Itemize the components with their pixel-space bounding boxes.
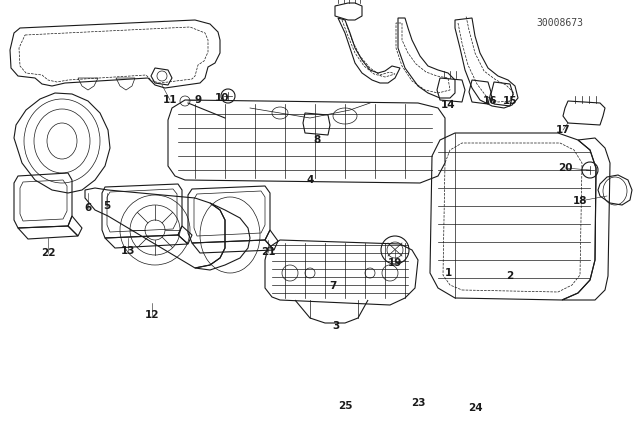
Text: 21: 21	[260, 247, 275, 257]
Text: 23: 23	[411, 398, 425, 408]
Text: 12: 12	[145, 310, 159, 320]
Text: 13: 13	[121, 246, 135, 256]
Text: 30008673: 30008673	[536, 18, 584, 28]
Text: 24: 24	[468, 403, 483, 413]
Text: 3: 3	[332, 321, 340, 331]
Text: 1: 1	[444, 268, 452, 278]
Text: 10: 10	[215, 93, 229, 103]
Text: 17: 17	[556, 125, 570, 135]
Text: 7: 7	[330, 281, 337, 291]
Text: 14: 14	[441, 100, 455, 110]
Text: 22: 22	[41, 248, 55, 258]
Text: 4: 4	[307, 175, 314, 185]
Text: 5: 5	[104, 201, 111, 211]
Text: 19: 19	[388, 258, 402, 268]
Text: 25: 25	[338, 401, 352, 411]
Text: 6: 6	[84, 203, 92, 213]
Text: 15: 15	[503, 96, 517, 106]
Text: 16: 16	[483, 96, 497, 106]
Text: 9: 9	[195, 95, 202, 105]
Text: 18: 18	[573, 196, 588, 206]
Text: 20: 20	[557, 163, 572, 173]
Text: 2: 2	[506, 271, 514, 281]
Text: 11: 11	[163, 95, 177, 105]
Text: 8: 8	[314, 135, 321, 145]
